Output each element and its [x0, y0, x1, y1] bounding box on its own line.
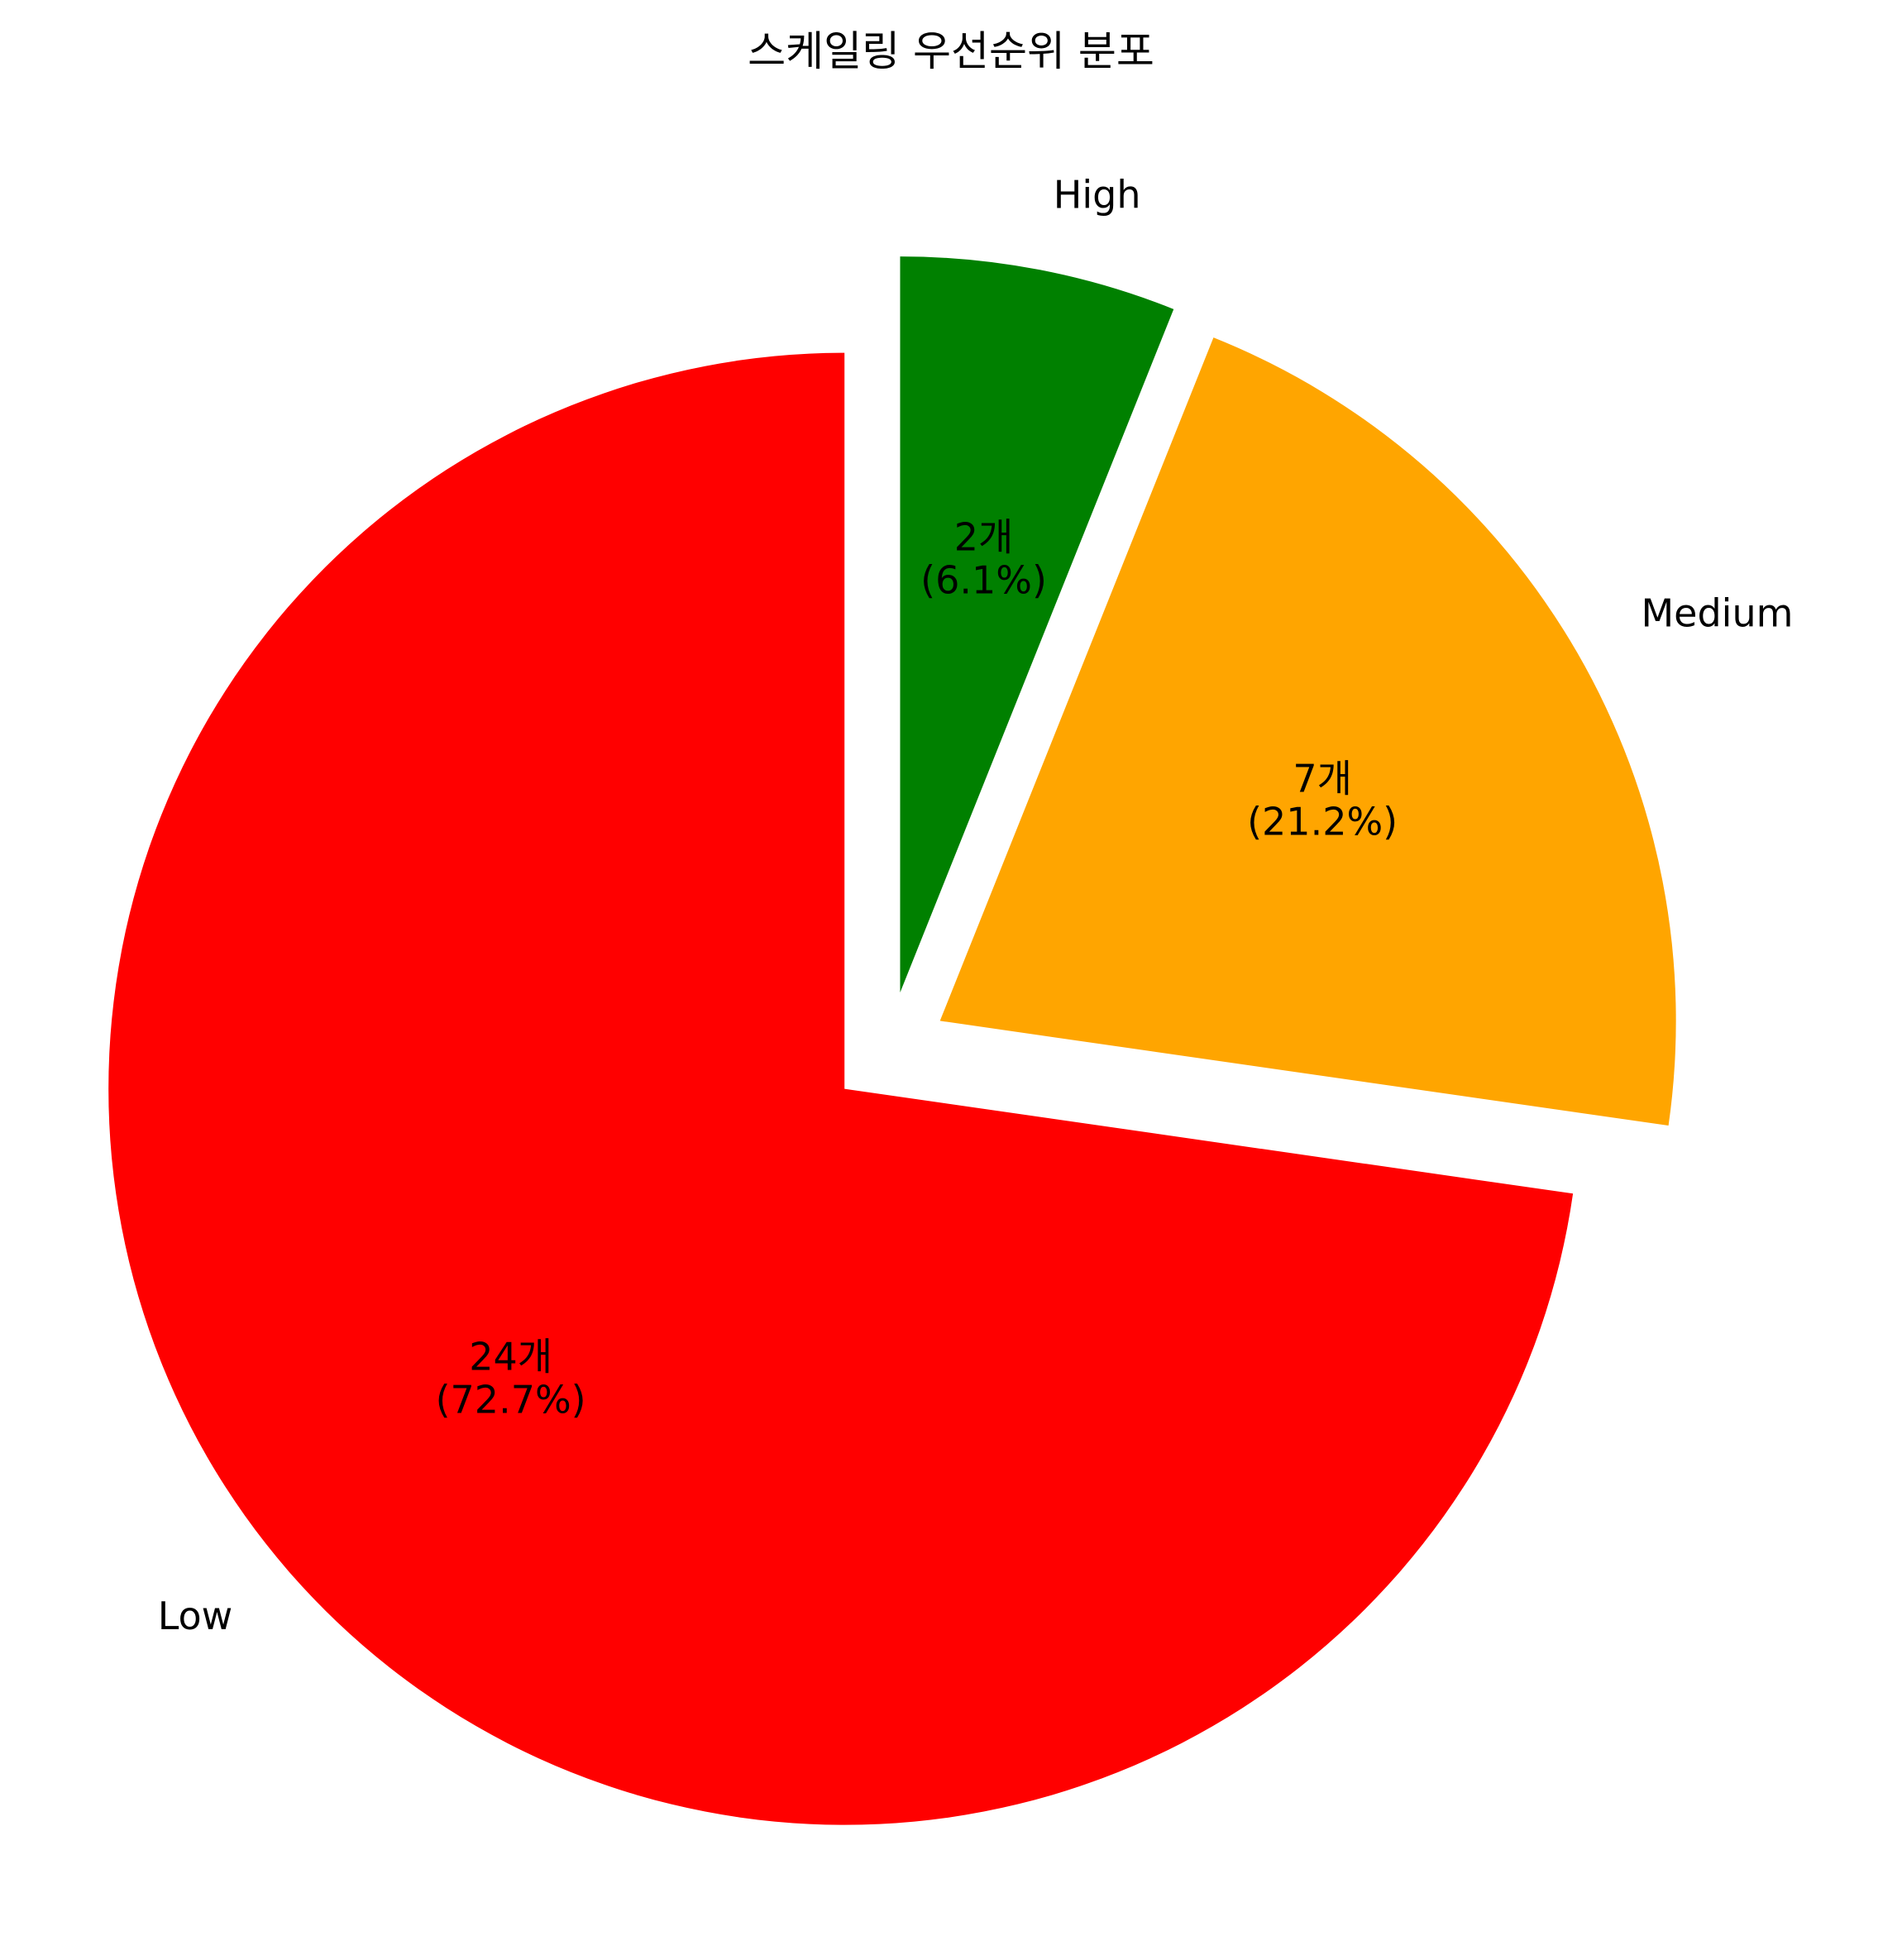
- category-label-low: Low: [158, 1594, 233, 1638]
- category-label-high: High: [1054, 172, 1141, 217]
- category-label-medium: Medium: [1641, 590, 1793, 635]
- pie-slices: [108, 256, 1675, 1825]
